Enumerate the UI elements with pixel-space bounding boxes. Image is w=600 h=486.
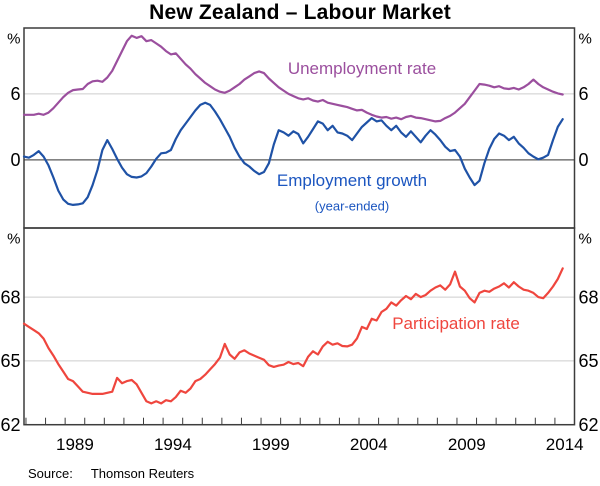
y-axis-label-right: 65 <box>579 351 599 371</box>
x-axis-year-label: 1994 <box>154 435 192 454</box>
series-line-participation-rate <box>22 267 564 405</box>
x-axis-year-label: 2009 <box>448 435 486 454</box>
series-line-unemployment-rate <box>22 34 564 123</box>
y-axis-label-left: 68 <box>0 287 20 307</box>
y-axis-unit-right: % <box>579 30 592 47</box>
x-axis-year-label: 1989 <box>56 435 94 454</box>
y-axis-label-left: 62 <box>0 415 20 435</box>
x-axis-year-label: 2004 <box>350 435 388 454</box>
y-axis-label-right: 0 <box>579 150 589 170</box>
panel-border-bottom <box>23 227 576 426</box>
series-label-employment-growth: Employment growth <box>276 171 428 190</box>
y-axis-unit-left: % <box>7 30 20 47</box>
chart-title: New Zealand – Labour Market <box>149 1 451 24</box>
source-note: Source: Thomson Reuters <box>28 466 194 481</box>
y-axis-label-right: 6 <box>579 84 589 104</box>
y-axis-label-left: 0 <box>10 150 20 170</box>
y-axis-unit-left: % <box>7 230 20 247</box>
y-axis-label-right: 62 <box>579 415 599 435</box>
series-label-participation-rate: Participation rate <box>392 314 520 333</box>
source-label: Source: <box>28 466 73 481</box>
y-axis-label-right: 68 <box>579 287 599 307</box>
series-line-employment-growth <box>22 101 564 206</box>
x-axis-year-label: 1999 <box>252 435 290 454</box>
x-axis-year-label: 2014 <box>546 435 584 454</box>
source-value: Thomson Reuters <box>90 466 195 481</box>
y-axis-label-left: 6 <box>10 84 20 104</box>
panel-border-top <box>23 27 576 229</box>
y-axis-unit-right: % <box>579 230 592 247</box>
y-axis-label-left: 65 <box>0 351 20 371</box>
series-label-unemployment-rate: Unemployment rate <box>287 59 437 78</box>
series-sublabel-year-ended: (year-ended) <box>314 198 390 214</box>
